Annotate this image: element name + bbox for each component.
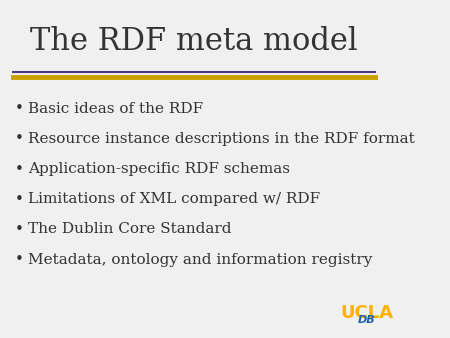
Text: The RDF meta model: The RDF meta model (30, 26, 358, 57)
Text: Resource instance descriptions in the RDF format: Resource instance descriptions in the RD… (28, 132, 415, 146)
Text: •: • (14, 192, 23, 207)
Text: DB: DB (357, 315, 375, 325)
Text: Application-specific RDF schemas: Application-specific RDF schemas (28, 162, 290, 176)
Text: Metadata, ontology and information registry: Metadata, ontology and information regis… (28, 252, 373, 266)
Text: •: • (14, 101, 23, 116)
Text: •: • (14, 162, 23, 176)
Text: UCLA: UCLA (340, 304, 393, 322)
Text: •: • (14, 222, 23, 237)
Text: •: • (14, 131, 23, 146)
Text: The Dublin Core Standard: The Dublin Core Standard (28, 222, 232, 236)
Text: •: • (14, 252, 23, 267)
Text: Limitations of XML compared w/ RDF: Limitations of XML compared w/ RDF (28, 192, 320, 206)
Text: Basic ideas of the RDF: Basic ideas of the RDF (28, 102, 203, 116)
